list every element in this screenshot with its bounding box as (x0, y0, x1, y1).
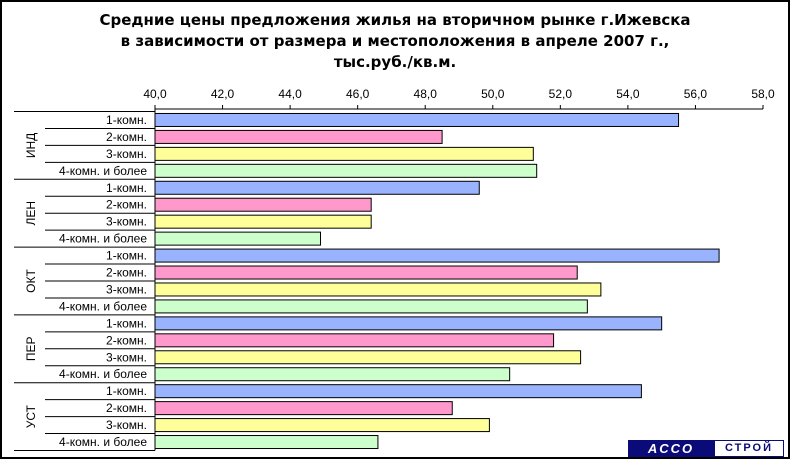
chart-title-line-3: тыс.руб./кв.м. (333, 53, 457, 71)
group-label: ОКТ (24, 269, 38, 293)
category-label: 4-комн. и более (59, 232, 147, 246)
x-tick-label: 40,0 (143, 87, 167, 101)
group-label: ЛЕН (24, 201, 38, 226)
logo-part-stroy: СТРОЙ (714, 440, 784, 457)
group-label: УСТ (24, 404, 38, 428)
category-label: 2-комн. (106, 266, 147, 280)
x-tick-label: 56,0 (684, 87, 708, 101)
bar (154, 231, 322, 246)
x-tick-label: 52,0 (549, 87, 573, 101)
category-label: 1-комн. (106, 249, 147, 263)
x-tick-label: 44,0 (278, 87, 302, 101)
bar (154, 112, 680, 127)
category-label: 2-комн. (106, 198, 147, 212)
bar (154, 265, 578, 280)
bar (154, 248, 720, 263)
bar (154, 197, 372, 212)
bar (154, 418, 490, 433)
category-label: 1-комн. (106, 181, 147, 195)
bar (154, 401, 453, 416)
category-label: 3-комн. (106, 147, 147, 161)
bar (154, 316, 663, 331)
bar (154, 435, 379, 450)
bar (154, 384, 642, 399)
bar (154, 299, 588, 314)
bar (154, 282, 602, 297)
category-label: 2-комн. (106, 401, 147, 415)
acco-stroy-logo: ACCO СТРОЙ (628, 440, 784, 457)
chart-title-line-1: Средние цены предложения жилья на вторич… (99, 11, 691, 29)
category-label: 4-комн. и более (59, 435, 147, 449)
category-label: 2-комн. (106, 130, 147, 144)
bar (154, 367, 511, 382)
bar (154, 129, 443, 144)
bar (154, 146, 534, 161)
bar (154, 163, 538, 178)
x-tick-label: 58,0 (751, 87, 775, 101)
x-tick-label: 46,0 (346, 87, 370, 101)
x-tick-label: 54,0 (616, 87, 640, 101)
bar (154, 214, 372, 229)
category-label: 1-комн. (106, 316, 147, 330)
category-label: 3-комн. (106, 282, 147, 296)
category-label: 4-комн. и более (59, 164, 147, 178)
group-label: ПЕР (24, 336, 38, 361)
chart-title: Средние цены предложения жилья на вторич… (0, 10, 790, 73)
bar (154, 333, 555, 348)
category-label: 4-комн. и более (59, 367, 147, 381)
category-label: 3-комн. (106, 215, 147, 229)
category-label: 1-комн. (106, 384, 147, 398)
category-label: 3-комн. (106, 418, 147, 432)
x-tick-label: 50,0 (481, 87, 505, 101)
x-tick-label: 42,0 (211, 87, 235, 101)
category-label: 1-комн. (106, 113, 147, 127)
bar (154, 180, 480, 195)
logo-part-acco: ACCO (628, 440, 714, 457)
bar (154, 350, 582, 365)
category-label: 2-комн. (106, 333, 147, 347)
group-label: ИНД (24, 133, 38, 158)
x-tick-label: 48,0 (414, 87, 438, 101)
category-label: 4-комн. и более (59, 299, 147, 313)
category-label: 3-комн. (106, 350, 147, 364)
chart-title-line-2: в зависимости от размера и местоположени… (120, 32, 670, 50)
